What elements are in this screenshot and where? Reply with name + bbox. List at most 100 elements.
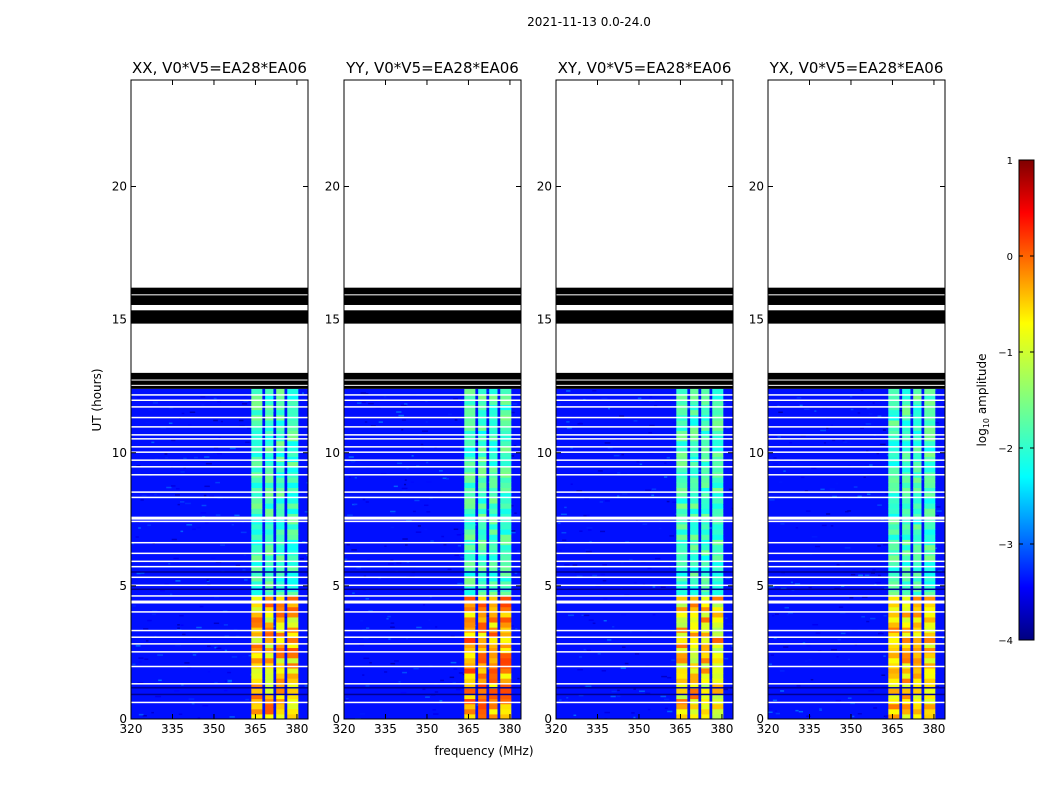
rfi-cell-weak: [464, 492, 476, 499]
rfi-cell-weak: [489, 497, 498, 504]
noise-cell: [426, 461, 429, 464]
noise-cell: [872, 402, 875, 404]
noise-cell: [207, 671, 211, 673]
rfi-cell-strong: [888, 703, 900, 710]
x-tick-label: 320: [545, 722, 568, 736]
rfi-cell-strong: [276, 703, 285, 710]
rfi-cell-weak: [265, 560, 274, 566]
noise-cell: [158, 679, 162, 682]
rfi-cell-strong: [712, 657, 724, 664]
noise-cell: [861, 616, 866, 618]
rfi-cell-strong: [478, 698, 487, 705]
rfi-cell-weak: [712, 544, 724, 551]
gap-line: [768, 560, 945, 563]
noise-cell: [645, 489, 651, 491]
rfi-cell-weak: [712, 497, 724, 504]
rfi-cell-strong: [287, 601, 299, 608]
rfi-cell-weak: [265, 425, 274, 431]
rfi-cell-strong: [265, 673, 274, 679]
rfi-cell-strong: [287, 596, 299, 603]
rfi-cell-weak: [265, 492, 274, 499]
noise-cell: [863, 476, 866, 479]
gap-line: [344, 636, 521, 638]
gap-line: [768, 565, 945, 568]
noise-cell: [832, 439, 836, 442]
noise-cell: [154, 493, 157, 496]
noise-cell: [794, 583, 801, 585]
noise-cell: [213, 596, 220, 599]
rfi-cell-strong: [478, 688, 487, 694]
rfi-cell-strong: [478, 693, 487, 700]
noise-cell: [366, 559, 371, 561]
rfi-cell-weak: [924, 508, 936, 514]
gap-line: [556, 491, 733, 493]
colorbar-tick-label: 0: [1007, 252, 1013, 263]
noise-cell: [245, 441, 250, 444]
noise-cell: [723, 679, 727, 681]
rfi-cell-weak: [924, 554, 936, 561]
rfi-cell-strong: [712, 667, 724, 674]
rfi-cell-weak: [276, 456, 285, 463]
rfi-cell-strong: [676, 616, 688, 623]
noise-cell: [434, 691, 439, 693]
rfi-cell-strong: [888, 601, 900, 608]
rfi-cell-weak: [287, 534, 299, 540]
rfi-cell-weak: [489, 565, 498, 572]
rfi-cell-strong: [888, 606, 900, 613]
gap-line: [131, 541, 308, 544]
rfi-cell-weak: [251, 399, 263, 405]
noise-cell: [218, 437, 221, 439]
noise-cell: [511, 411, 515, 414]
noise-cell: [388, 563, 394, 565]
gap-line: [556, 438, 733, 440]
rfi-cell-strong: [701, 657, 710, 664]
y-tick-label: 0: [119, 712, 127, 726]
rfi-cell-weak: [902, 503, 911, 509]
rfi-cell-weak: [712, 482, 724, 488]
rfi-cell-strong: [489, 693, 498, 700]
rfi-cell-strong: [464, 637, 476, 643]
noise-cell: [380, 473, 387, 475]
gap-line: [344, 416, 521, 419]
rfi-cell-strong: [676, 708, 688, 715]
noise-cell: [154, 458, 159, 460]
rfi-cell-strong: [251, 637, 263, 643]
noise-cell: [260, 635, 266, 637]
noise-cell: [790, 581, 794, 584]
rfi-cell-weak: [276, 445, 285, 452]
rfi-cell-weak: [913, 529, 922, 535]
rfi-cell-strong: [913, 688, 922, 694]
gap-line: [768, 394, 945, 396]
rfi-cell-strong: [701, 616, 710, 623]
rfi-cell-strong: [913, 693, 922, 700]
rfi-cell-strong: [464, 647, 476, 654]
rfi-cell-weak: [676, 394, 688, 400]
rfi-cell-strong: [500, 596, 512, 603]
rfi-cell-strong: [287, 667, 299, 674]
rfi-cell-strong: [489, 713, 498, 719]
rfi-cell-weak: [676, 388, 688, 395]
noise-cell: [243, 400, 249, 403]
noise-cell: [510, 531, 516, 534]
rfi-cell-strong: [489, 632, 498, 638]
rfi-cell-weak: [276, 466, 285, 473]
rfi-cell-strong: [478, 637, 487, 643]
rfi-cell-weak: [500, 399, 512, 405]
rfi-cell-strong: [888, 611, 900, 618]
rfi-cell-weak: [701, 503, 710, 509]
x-tick-label: 335: [374, 722, 397, 736]
rfi-cell-strong: [701, 652, 710, 659]
rfi-cell-weak: [712, 461, 724, 468]
rfi-cell-strong: [489, 708, 498, 715]
gap-line: [768, 701, 945, 704]
rfi-cell-weak: [902, 456, 911, 463]
rfi-cell-strong: [251, 596, 263, 603]
rfi-cell-strong: [489, 616, 498, 623]
rfi-cell-strong: [924, 616, 936, 623]
noise-cell: [780, 587, 787, 590]
noise-cell: [769, 663, 772, 666]
rfi-cell-weak: [276, 425, 285, 431]
noise-cell: [727, 634, 733, 636]
rfi-cell-strong: [888, 667, 900, 674]
